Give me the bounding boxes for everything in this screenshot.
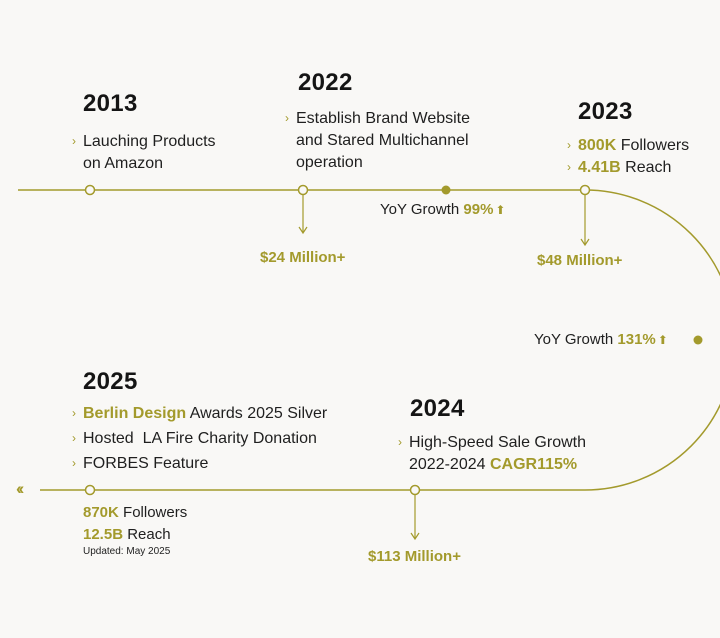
milestone-2013-text: › Lauching Products on Amazon	[72, 133, 216, 172]
year-2024: 2024	[410, 395, 465, 422]
arrow-2023	[580, 195, 590, 247]
milestone-2023-text: › 800K Followers › 4.41B Reach	[567, 137, 690, 176]
milestone-2025-text: › Berlin Design Awards 2025 Silver › Hoste…	[72, 405, 328, 472]
chevron-right-icon: ›	[72, 456, 76, 470]
node-2013	[84, 184, 96, 196]
chevron-right-icon: ›	[567, 138, 571, 152]
arrow-up-icon: ⬆	[495, 203, 506, 217]
chevron-right-icon: ›	[567, 160, 571, 174]
arrow-2024	[410, 495, 420, 541]
node-2022	[297, 184, 309, 196]
double-chevron-left-icon: ‹‹	[16, 479, 25, 498]
year-2025: 2025	[83, 368, 138, 395]
stats-2025: 870K Followers 12.5B Reach	[83, 504, 188, 543]
updated-note: Updated: May 2025	[83, 546, 171, 557]
year-2022: 2022	[298, 69, 353, 96]
node-2023	[579, 184, 591, 196]
milestone-2022-text: › Establish Brand Website and Stared Mult…	[285, 110, 471, 171]
arrow-up-icon: ⬆	[657, 333, 668, 347]
yoy-growth-1: YoY Growth 99% ⬆	[380, 201, 506, 218]
node-growth-1	[441, 185, 451, 195]
node-2024	[409, 484, 421, 496]
revenue-2023: $48 Million+	[537, 252, 623, 269]
chevron-right-icon: ›	[398, 435, 402, 449]
yoy-growth-2: YoY Growth 131% ⬆	[534, 331, 668, 348]
revenue-2024: $113 Million+	[368, 548, 461, 565]
milestone-2024-text: › High-Speed Sale Growth 2022-2024 CAGR11…	[398, 434, 586, 473]
revenue-2022: $24 Million+	[260, 249, 346, 266]
timeline-curve	[584, 189, 720, 491]
chevron-right-icon: ›	[72, 406, 76, 420]
chevron-right-icon: ›	[285, 111, 289, 125]
chevron-right-icon: ›	[72, 431, 76, 445]
year-2023: 2023	[578, 98, 633, 125]
year-2013: 2013	[83, 90, 138, 117]
node-2025	[84, 484, 96, 496]
node-growth-2	[693, 335, 703, 345]
chevron-right-icon: ›	[72, 134, 76, 148]
arrow-2022	[298, 195, 308, 235]
